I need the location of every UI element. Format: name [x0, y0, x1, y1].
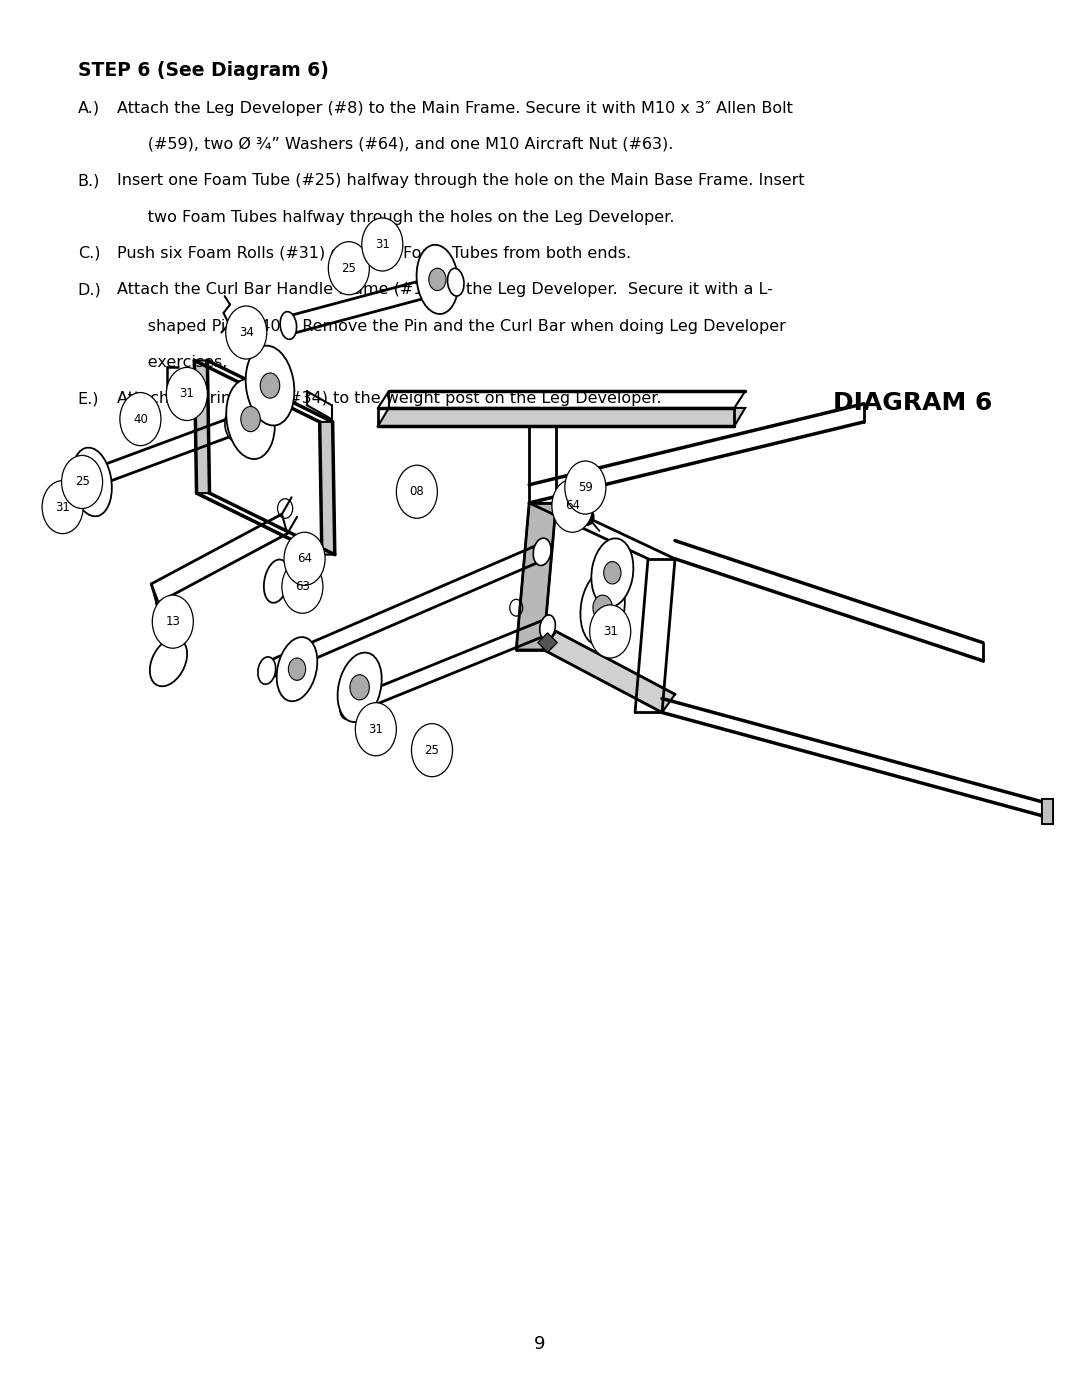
Text: STEP 6 (See Diagram 6): STEP 6 (See Diagram 6): [78, 61, 328, 81]
Text: 25: 25: [75, 475, 90, 489]
Ellipse shape: [276, 637, 318, 701]
Text: 08: 08: [409, 485, 424, 499]
Circle shape: [42, 481, 83, 534]
Text: DIAGRAM 6: DIAGRAM 6: [833, 391, 993, 415]
Ellipse shape: [226, 379, 275, 460]
Text: 25: 25: [341, 261, 356, 275]
Circle shape: [120, 393, 161, 446]
Ellipse shape: [534, 538, 551, 566]
Polygon shape: [320, 422, 335, 555]
Ellipse shape: [338, 652, 381, 722]
Circle shape: [604, 562, 621, 584]
Text: 31: 31: [368, 722, 383, 736]
Text: Attach the Curl Bar Handle Frame (#13) to the Leg Developer.  Secure it with a L: Attach the Curl Bar Handle Frame (#13) t…: [117, 282, 772, 298]
Circle shape: [288, 658, 306, 680]
Text: 13: 13: [165, 615, 180, 629]
Ellipse shape: [258, 657, 275, 685]
Ellipse shape: [417, 244, 458, 314]
Text: A.): A.): [78, 101, 99, 116]
Polygon shape: [538, 633, 557, 652]
Circle shape: [328, 242, 369, 295]
Circle shape: [260, 373, 280, 398]
Circle shape: [429, 268, 446, 291]
Text: 64: 64: [565, 499, 580, 513]
Polygon shape: [194, 360, 210, 493]
Ellipse shape: [280, 312, 297, 339]
Polygon shape: [1042, 799, 1053, 824]
Text: 31: 31: [603, 624, 618, 638]
Circle shape: [355, 703, 396, 756]
Text: C.): C.): [78, 246, 100, 261]
Ellipse shape: [225, 411, 242, 441]
Ellipse shape: [447, 268, 464, 296]
Circle shape: [552, 479, 593, 532]
Ellipse shape: [340, 694, 355, 719]
Circle shape: [166, 367, 207, 420]
Polygon shape: [516, 503, 556, 650]
Circle shape: [590, 605, 631, 658]
Text: (#59), two Ø ¾” Washers (#64), and one M10 Aircraft Nut (#63).: (#59), two Ø ¾” Washers (#64), and one M…: [117, 137, 673, 152]
Text: 59: 59: [578, 481, 593, 495]
Text: 31: 31: [375, 237, 390, 251]
Text: exercises.: exercises.: [117, 355, 227, 370]
Circle shape: [152, 595, 193, 648]
Text: 31: 31: [55, 500, 70, 514]
Text: Push six Foam Rolls (#31) onto the Foam Tubes from both ends.: Push six Foam Rolls (#31) onto the Foam …: [117, 246, 631, 261]
Circle shape: [226, 306, 267, 359]
Circle shape: [350, 675, 369, 700]
Text: Attach the Leg Developer (#8) to the Main Frame. Secure it with M10 x 3″ Allen B: Attach the Leg Developer (#8) to the Mai…: [117, 101, 793, 116]
Ellipse shape: [264, 560, 289, 602]
Text: B.): B.): [78, 173, 100, 189]
Text: Attach a Spring Clip (#34) to the weight post on the Leg Developer.: Attach a Spring Clip (#34) to the weight…: [117, 391, 661, 407]
Circle shape: [83, 471, 100, 493]
Text: 34: 34: [239, 326, 254, 339]
Circle shape: [62, 455, 103, 509]
Text: two Foam Tubes halfway through the holes on the Leg Developer.: two Foam Tubes halfway through the holes…: [117, 210, 674, 225]
Circle shape: [362, 218, 403, 271]
Ellipse shape: [71, 447, 112, 517]
Ellipse shape: [245, 345, 295, 426]
Circle shape: [241, 407, 260, 432]
Text: 63: 63: [295, 580, 310, 594]
Ellipse shape: [580, 570, 625, 645]
Ellipse shape: [592, 538, 633, 608]
Circle shape: [396, 465, 437, 518]
Text: 25: 25: [424, 743, 440, 757]
Ellipse shape: [63, 471, 80, 502]
Ellipse shape: [540, 615, 555, 640]
Ellipse shape: [150, 638, 187, 686]
Text: 64: 64: [297, 552, 312, 566]
Circle shape: [565, 461, 606, 514]
Polygon shape: [543, 631, 675, 712]
Text: 9: 9: [535, 1336, 545, 1352]
Text: 40: 40: [133, 412, 148, 426]
Circle shape: [593, 595, 612, 620]
Text: shaped Pin (#40).  Remove the Pin and the Curl Bar when doing Leg Developer: shaped Pin (#40). Remove the Pin and the…: [117, 319, 785, 334]
Text: E.): E.): [78, 391, 99, 407]
Text: Insert one Foam Tube (#25) halfway through the hole on the Main Base Frame. Inse: Insert one Foam Tube (#25) halfway throu…: [117, 173, 805, 189]
Polygon shape: [378, 408, 745, 426]
Text: 31: 31: [179, 387, 194, 401]
Text: D.): D.): [78, 282, 102, 298]
Circle shape: [282, 560, 323, 613]
Circle shape: [284, 532, 325, 585]
Circle shape: [581, 509, 594, 525]
Circle shape: [411, 724, 453, 777]
